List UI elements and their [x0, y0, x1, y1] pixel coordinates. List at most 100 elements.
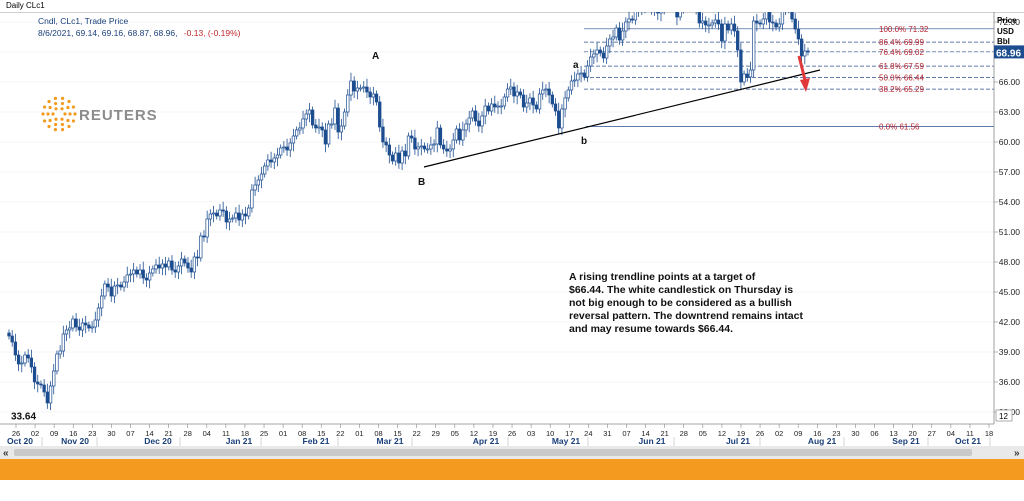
price-tick-label: 66.00: [999, 77, 1021, 87]
candle-body: [48, 385, 53, 404]
day-tick-label: 27: [928, 429, 936, 438]
candle-body: [160, 263, 165, 269]
candle-body: [720, 23, 724, 42]
candle-body: [406, 135, 411, 157]
candle-body: [176, 265, 181, 273]
candle-body: [726, 23, 730, 31]
candle-body: [477, 120, 481, 127]
wave-label: A: [372, 51, 379, 62]
day-tick-label: 08: [374, 429, 382, 438]
day-tick-label: 14: [145, 429, 153, 438]
fib-label: 61.8% 67.59: [879, 62, 924, 71]
candle-body: [745, 73, 749, 78]
reuters-logo-text: REUTERS: [79, 107, 158, 124]
candle-body: [557, 110, 561, 129]
month-label: Dec 20: [144, 436, 172, 446]
price-tick-label: 48.00: [999, 257, 1021, 267]
candle-body: [310, 109, 315, 126]
candle-body: [518, 91, 523, 96]
candle-body: [486, 105, 491, 112]
candle-body: [269, 159, 273, 163]
candle-body: [732, 23, 737, 32]
candle-body: [764, 12, 769, 20]
candle-body: [489, 103, 494, 112]
logo-dot: [60, 117, 64, 121]
candle-body: [208, 213, 212, 220]
candle-body: [304, 113, 308, 120]
month-label: Jul 21: [726, 436, 750, 446]
axis-title-unit: Bbl: [997, 37, 1010, 46]
candle-body: [317, 126, 321, 129]
candle-body: [573, 79, 577, 82]
window-tab-bar: Daily CLc1: [0, 0, 1024, 13]
trendline-layer: [423, 55, 821, 168]
day-tick-label: 23: [832, 429, 840, 438]
candle-body: [138, 269, 142, 275]
day-tick-label: 28: [680, 429, 688, 438]
candle-body: [397, 152, 401, 164]
candle-body: [803, 50, 807, 57]
day-tick-label: 25: [260, 429, 268, 438]
candle-body: [333, 107, 337, 125]
scrollbar[interactable]: « »: [0, 446, 1024, 459]
candle-body: [186, 262, 190, 269]
logo-dot: [66, 105, 70, 110]
day-tick-label: 24: [584, 429, 592, 438]
logo-dot: [53, 127, 58, 132]
candle-body: [339, 125, 344, 133]
candle-body: [74, 318, 78, 328]
candle-body: [790, 12, 794, 20]
analysis-note-line: and may resume towards $66.44.: [569, 323, 733, 335]
candle-body: [464, 123, 468, 131]
scroll-right-icon[interactable]: »: [1014, 448, 1020, 459]
scroll-left-icon[interactable]: «: [3, 448, 9, 459]
day-tick-label: 30: [851, 429, 859, 438]
logo-dot: [66, 118, 70, 123]
logo-dot: [42, 119, 47, 123]
window-tab[interactable]: Daily CLc1: [6, 1, 45, 10]
axis-title-price: Price: [997, 16, 1017, 25]
candle-body: [10, 335, 14, 343]
candle-body: [780, 12, 785, 25]
price-chart[interactable]: 161.8% 77.35138.2% 75.05123.6% 73.62100.…: [0, 12, 1024, 459]
candle-body: [202, 235, 206, 238]
candle-body: [767, 12, 772, 23]
candle-body: [448, 148, 452, 152]
scrollbar-thumb[interactable]: [14, 449, 972, 456]
wave-label: b: [581, 136, 587, 147]
logo-dot: [63, 112, 67, 116]
candle-body: [365, 86, 369, 93]
trendline: [423, 69, 821, 168]
candle-body: [58, 350, 62, 355]
candle-body: [119, 284, 123, 288]
candle-body: [314, 124, 318, 129]
candle-body: [291, 135, 296, 144]
candle-body: [710, 22, 714, 26]
candle-body: [521, 94, 526, 108]
candle-body: [96, 307, 101, 321]
month-label: Oct 21: [955, 436, 981, 446]
candle-body: [633, 12, 638, 21]
day-tick-label: 26: [756, 429, 764, 438]
analysis-note-line: not big enough to be considered as a bul…: [569, 297, 792, 309]
wave-labels: 33.64ABabcC: [11, 51, 587, 423]
candle-body: [32, 366, 37, 383]
candle-body: [323, 129, 328, 145]
candle-body: [189, 267, 193, 273]
candle-body: [742, 73, 746, 83]
candle-body: [576, 73, 580, 81]
candle-body: [429, 144, 433, 150]
candle-body: [282, 146, 286, 149]
candle-body: [77, 326, 81, 331]
candle-body: [199, 235, 203, 259]
candle-body: [349, 80, 353, 96]
candle-body: [301, 118, 305, 129]
candle-body: [569, 80, 574, 91]
logo-dot: [42, 105, 47, 109]
candle-body: [793, 18, 797, 30]
candle-body: [342, 111, 347, 127]
candle-body: [259, 173, 264, 181]
candle-body: [320, 126, 324, 131]
wave-label: a: [573, 60, 579, 71]
instrument-label: Cndl, CLc1, Trade Price: [38, 16, 129, 26]
